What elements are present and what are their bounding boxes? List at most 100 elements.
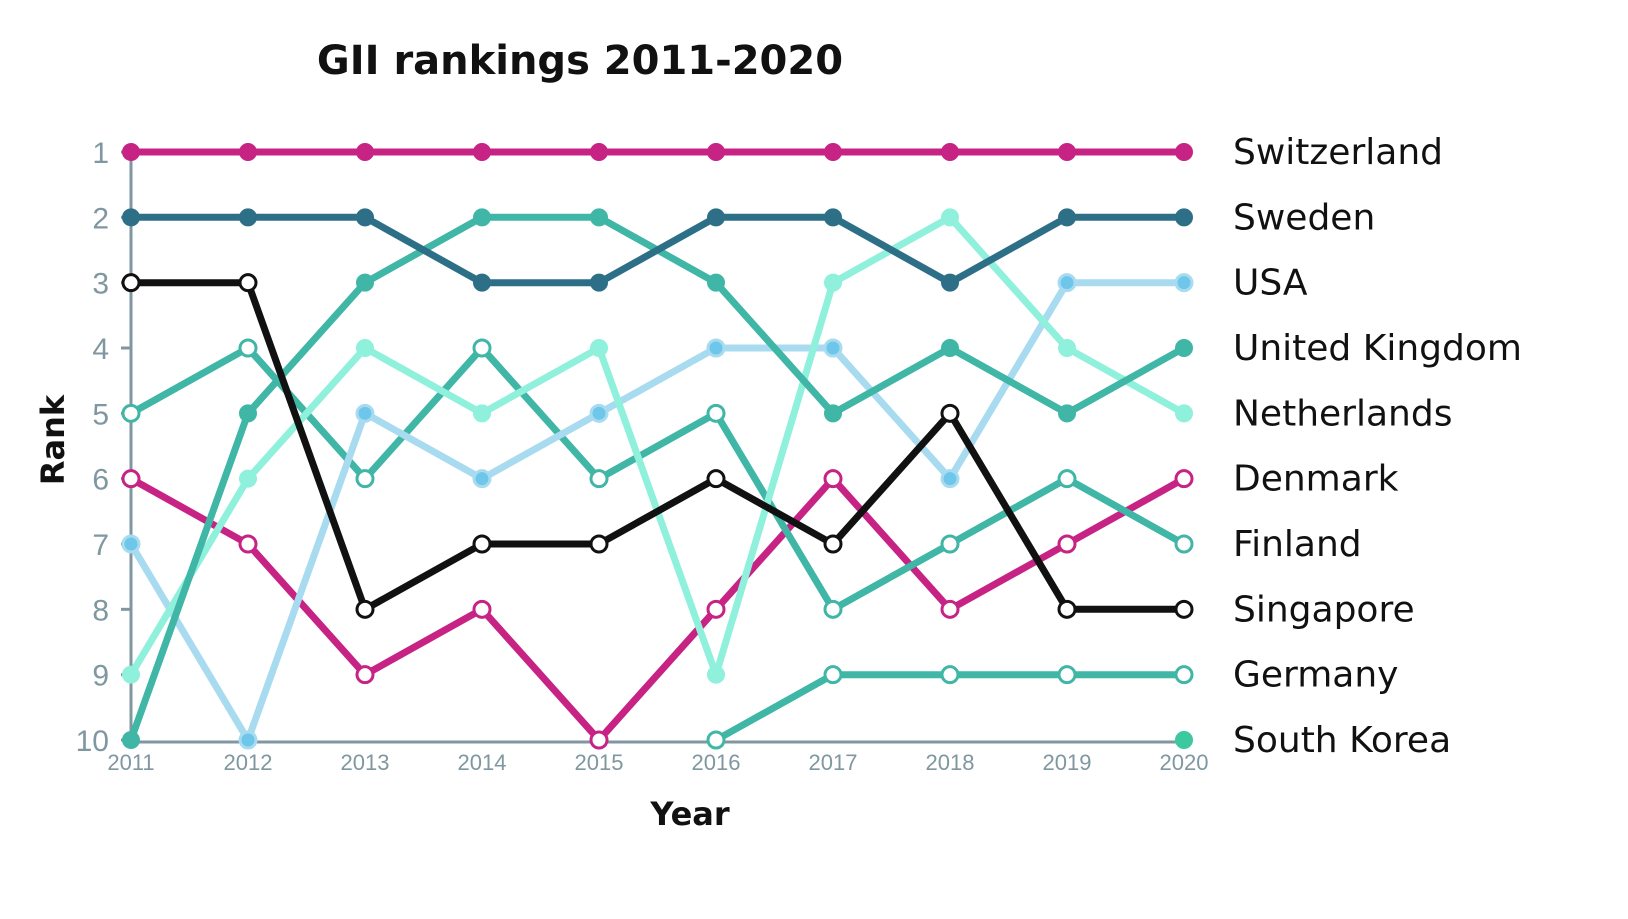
x-tick-label: 2020 [1160,750,1209,775]
legend-label-united-kingdom: United Kingdom [1233,328,1522,369]
data-point-germany [706,730,726,750]
y-tick-label: 2 [92,202,109,235]
y-tick-label: 4 [92,333,109,366]
x-tick-label: 2014 [458,750,507,775]
data-point-netherlands [1058,339,1076,357]
series-line-germany [712,671,1188,744]
chart-title: GII rankings 2011-2020 [317,38,843,84]
data-point-singapore [940,403,960,423]
data-point-united-kingdom [239,404,257,423]
data-point-denmark [706,599,726,619]
data-point-netherlands [941,208,959,227]
data-point-netherlands [824,273,842,292]
data-point-singapore [472,534,492,554]
data-point-united-kingdom [707,273,725,292]
data-point-sweden [473,273,491,292]
data-point-finland [121,403,141,423]
data-point-sweden [356,208,374,227]
data-point-united-kingdom [941,339,959,357]
data-point-singapore [823,534,843,554]
data-point-finland [472,338,492,358]
y-tick-label: 5 [92,398,109,431]
data-point-usa [589,403,609,423]
data-point-netherlands [239,469,257,488]
data-point-usa [121,534,141,554]
x-tick-label: 2017 [809,750,858,775]
data-point-denmark [238,534,258,554]
data-point-singapore [1057,599,1077,619]
data-point-usa [1057,273,1077,293]
data-point-united-kingdom [590,208,608,227]
series-line-united-kingdom [127,213,1188,744]
data-point-denmark [472,599,492,619]
data-point-denmark [1057,534,1077,554]
x-tick-label: 2013 [341,750,390,775]
legend-label-singapore: Singapore [1233,589,1415,630]
data-point-usa [940,469,960,489]
legend-label-germany: Germany [1233,655,1398,696]
y-tick-label: 3 [92,268,109,301]
legend-label-finland: Finland [1233,524,1362,565]
x-tick-label: 2011 [107,750,154,775]
y-tick-label: 9 [92,660,109,693]
data-point-netherlands [356,339,374,357]
x-tick-label: 2018 [926,750,975,775]
data-point-denmark [1174,469,1194,489]
data-point-sweden [239,208,257,227]
data-point-sweden [1058,208,1076,227]
data-point-singapore [238,273,258,293]
data-point-sweden [941,273,959,292]
series-line-denmark [127,475,1188,744]
y-tick-label: 7 [92,529,109,562]
data-point-finland [1057,469,1077,489]
data-point-usa [472,469,492,489]
data-point-denmark [355,665,375,685]
y-tick-label: 6 [92,464,109,497]
series-line-singapore [127,279,1188,613]
data-point-sweden [590,273,608,292]
legend-label-switzerland: Switzerland [1233,132,1443,173]
x-axis-label: Year [649,795,730,833]
data-point-united-kingdom [1058,404,1076,423]
data-point-switzerland [473,143,491,161]
data-point-switzerland [122,143,140,161]
data-point-netherlands [473,404,491,423]
data-point-finland [823,599,843,619]
data-point-finland [706,403,726,423]
data-point-united-kingdom [1175,339,1193,357]
data-point-finland [1174,534,1194,554]
legend-label-netherlands: Netherlands [1233,393,1452,434]
data-point-switzerland [1058,143,1076,161]
data-point-netherlands [590,339,608,357]
x-tick-label: 2012 [224,750,273,775]
y-tick-label: 8 [92,594,109,627]
data-point-finland [940,534,960,554]
y-axis-label: Rank [34,394,72,485]
data-point-germany [1174,665,1194,685]
data-point-switzerland [941,143,959,161]
data-point-sweden [1175,208,1193,227]
data-point-switzerland [1175,143,1193,161]
data-point-denmark [940,599,960,619]
x-tick-label: 2019 [1043,750,1092,775]
legend-label-sweden: Sweden [1233,197,1375,238]
data-point-switzerland [824,143,842,161]
data-point-sweden [707,208,725,227]
data-point-denmark [121,469,141,489]
legend-label-usa: USA [1233,263,1308,304]
data-point-switzerland [707,143,725,161]
data-point-germany [940,665,960,685]
series-line-sweden [127,213,1188,287]
data-point-united-kingdom [824,404,842,423]
data-point-netherlands [707,665,725,684]
y-tick-label: 10 [76,725,109,758]
data-point-sweden [122,208,140,227]
data-point-germany [823,665,843,685]
data-point-united-kingdom [473,208,491,227]
data-point-singapore [589,534,609,554]
data-point-finland [589,469,609,489]
data-point-usa [238,730,258,750]
legend-label-denmark: Denmark [1233,459,1399,500]
